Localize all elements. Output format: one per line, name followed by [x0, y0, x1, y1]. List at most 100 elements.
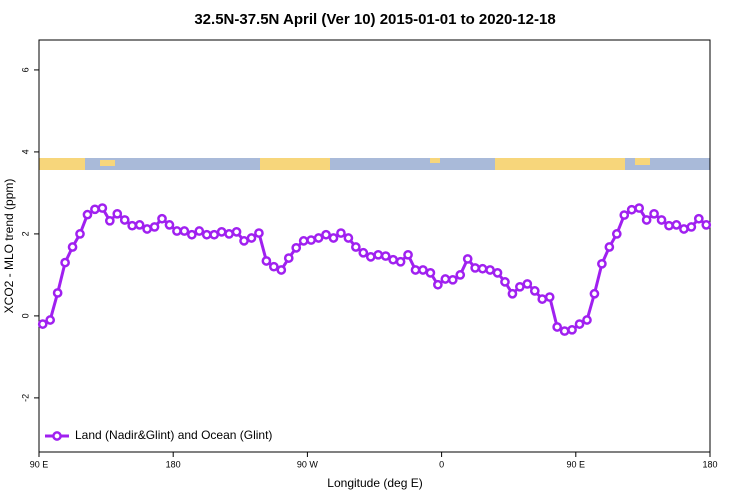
point	[701, 220, 712, 230]
point	[269, 261, 279, 272]
point	[403, 249, 413, 260]
point	[112, 208, 123, 219]
point	[664, 220, 674, 231]
point	[410, 265, 421, 275]
point	[254, 228, 264, 238]
point	[119, 215, 130, 225]
y-tick-label: 6	[20, 67, 30, 72]
point	[656, 215, 667, 225]
point	[246, 233, 257, 243]
point	[37, 319, 48, 329]
point	[127, 220, 138, 231]
plot-frame	[38, 39, 711, 453]
point	[634, 203, 645, 213]
point	[604, 242, 615, 252]
point	[172, 226, 182, 236]
point	[507, 288, 518, 299]
point	[261, 256, 272, 266]
point	[641, 215, 652, 225]
chart-title: 32.5N-37.5N April (Ver 10) 2015-01-01 to…	[194, 11, 555, 28]
point	[597, 258, 607, 269]
point	[313, 233, 324, 243]
point	[306, 235, 316, 245]
point	[388, 254, 398, 265]
point	[455, 270, 466, 280]
point	[477, 263, 488, 274]
y-axis-label: XCO2 - MLO trend (ppm)	[2, 179, 16, 314]
x-tick-label: 90 W	[297, 459, 319, 469]
point	[343, 233, 354, 243]
point	[544, 292, 555, 302]
point	[186, 229, 197, 240]
point	[224, 229, 234, 239]
point	[283, 253, 294, 263]
point	[626, 204, 637, 215]
point	[97, 203, 108, 213]
point	[142, 224, 152, 234]
point	[418, 265, 428, 275]
point	[395, 256, 406, 267]
point	[529, 286, 540, 296]
point	[351, 242, 361, 252]
point	[239, 236, 249, 246]
point	[52, 288, 63, 298]
point	[45, 315, 56, 325]
point	[60, 257, 70, 268]
point	[679, 224, 689, 234]
point	[574, 319, 585, 329]
x-tick-label: 0	[439, 459, 444, 469]
point	[537, 294, 548, 304]
point	[201, 229, 212, 240]
point	[276, 265, 287, 275]
point	[693, 213, 704, 224]
point	[485, 265, 495, 275]
point	[671, 220, 682, 230]
point	[164, 220, 175, 230]
y-tick-label: 2	[20, 231, 30, 236]
point	[559, 326, 570, 336]
y-tick-label: 0	[20, 313, 30, 318]
point	[522, 279, 533, 289]
land-ocean-strip	[39, 158, 710, 170]
point	[67, 242, 78, 252]
point	[686, 222, 697, 232]
point	[373, 249, 384, 260]
point	[567, 324, 577, 335]
point	[298, 236, 309, 246]
point	[470, 263, 480, 273]
point	[380, 251, 391, 261]
point	[462, 254, 473, 264]
point	[321, 229, 331, 240]
point	[291, 242, 302, 253]
x-tick-label: 180	[702, 459, 717, 469]
point	[104, 215, 115, 226]
point	[649, 208, 659, 219]
point	[216, 227, 227, 237]
x-tick-label: 180	[166, 459, 181, 469]
y-tick-label: -2	[20, 394, 30, 402]
point	[552, 322, 563, 332]
point	[425, 268, 436, 278]
point	[365, 252, 376, 262]
point	[82, 209, 93, 220]
point	[157, 213, 167, 224]
legend-label: Land (Nadir&Glint) and Ocean (Glint)	[75, 428, 272, 442]
x-tick-label: 90 E	[30, 459, 49, 469]
point	[433, 279, 443, 290]
point	[582, 315, 592, 325]
point	[492, 268, 503, 278]
point	[619, 210, 630, 220]
point	[447, 274, 458, 285]
point	[149, 222, 160, 232]
point	[358, 247, 369, 258]
point	[515, 281, 525, 292]
point	[611, 229, 622, 239]
point	[328, 233, 339, 243]
point	[336, 228, 346, 238]
point	[440, 274, 451, 284]
y-tick-label: 4	[20, 149, 30, 154]
point	[231, 227, 242, 237]
legend-marker	[52, 431, 62, 441]
x-axis-label: Longitude (deg E)	[327, 476, 422, 490]
